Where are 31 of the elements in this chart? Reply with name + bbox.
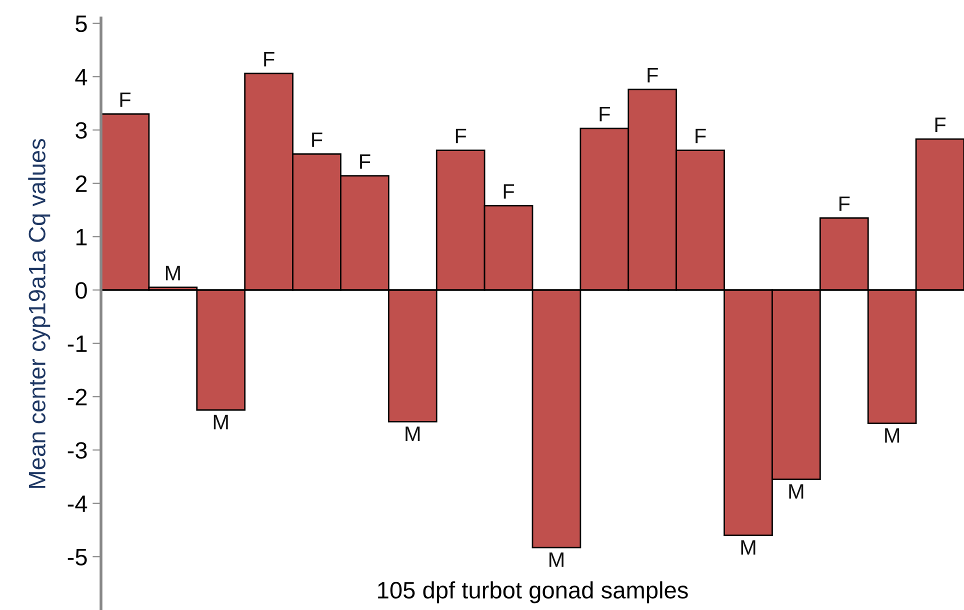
data-label: F: [120, 92, 130, 107]
data-label: F: [312, 132, 322, 147]
data-label: F: [456, 128, 466, 144]
data-label: M: [885, 428, 900, 443]
data-label: F: [264, 52, 274, 66]
y-tick-label: 1: [76, 228, 87, 246]
y-axis-title: Mean center cyp19a1a Cq values: [28, 138, 50, 488]
data-label: F: [504, 184, 514, 199]
y-tick-label: -1: [68, 336, 87, 352]
data-label: M: [741, 540, 756, 555]
y-tick-label: 3: [76, 122, 87, 139]
data-label: F: [600, 106, 610, 122]
data-label: F: [360, 154, 370, 169]
data-label: F: [696, 128, 706, 144]
x-axis-title: 105 dpf turbot gonad samples: [378, 581, 688, 604]
data-label: M: [789, 484, 804, 499]
data-label: M: [406, 426, 420, 441]
y-tick-label: -4: [68, 496, 88, 512]
data-label: F: [839, 196, 850, 211]
data-label: M: [214, 414, 228, 430]
y-tick-label: 4: [75, 68, 88, 86]
data-label: F: [648, 68, 658, 82]
data-label: M: [550, 552, 564, 567]
data-label: M: [166, 266, 180, 280]
y-tick-label: -2: [68, 388, 87, 406]
y-tick-label: 0: [76, 282, 87, 299]
y-tick-label: 5: [76, 16, 87, 32]
y-tick-label: -3: [68, 442, 87, 459]
data-label: F: [935, 118, 946, 132]
y-tick-label: -5: [68, 548, 87, 566]
y-tick-label: 2: [76, 175, 87, 192]
